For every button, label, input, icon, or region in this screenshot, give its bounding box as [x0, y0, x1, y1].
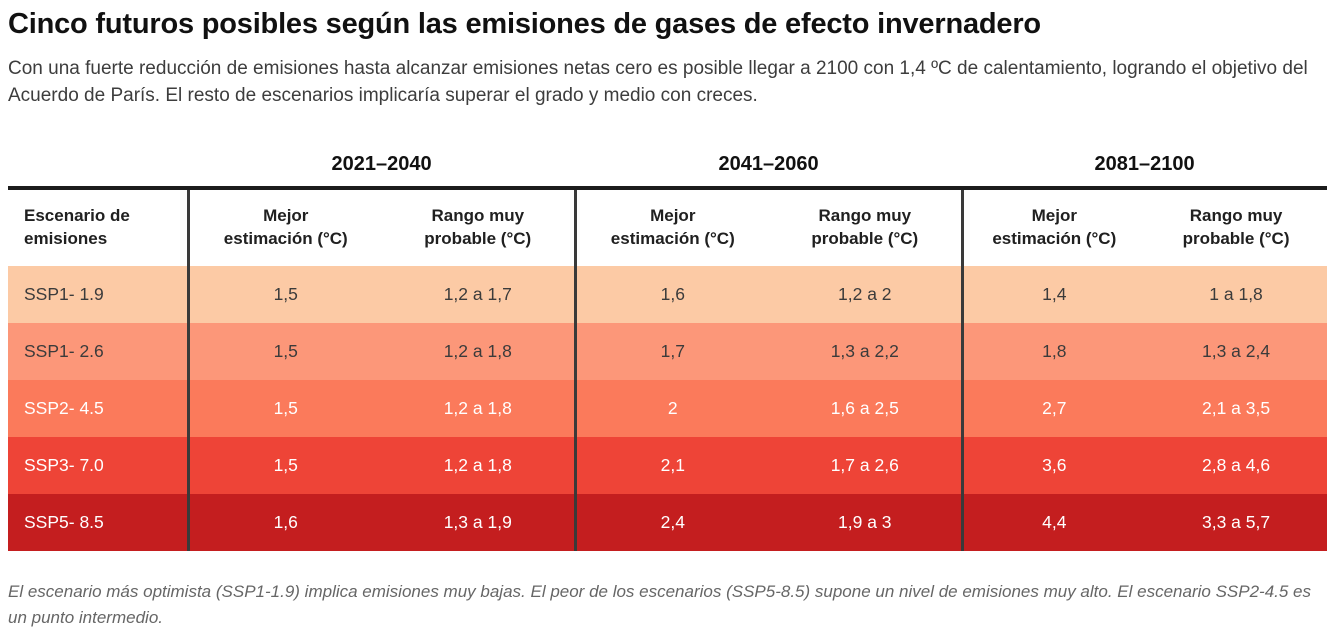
value-cell: 1,9 a 3 [838, 512, 892, 533]
scenario-label: SSP5- 8.5 [24, 512, 104, 533]
value-cell: 1,5 [186, 437, 382, 495]
value-cell: 1,3 a 1,9 [443, 512, 512, 533]
table-row-ssp1-19: SSP1- 1.9 1,5 1,2 a 1,7 1,6 1,2 a 2 1,4 … [8, 266, 1328, 324]
period-header-2021-2040: 2021–2040 [331, 153, 432, 176]
value-cell: 1,2 a 1,8 [443, 455, 512, 476]
table-row-ssp2-45: SSP2- 4.5 1,5 1,2 a 1,8 2 1,6 a 2,5 2,7 … [8, 380, 1328, 438]
column-header-scenario: Escenario de emisiones [8, 186, 188, 267]
scenario-label: SSP2- 4.5 [24, 398, 104, 419]
scenario-label: SSP1- 2.6 [24, 341, 104, 362]
value-cell: 1,7 a 2,6 [830, 455, 899, 476]
page-title: Cinco futuros posibles según las emision… [8, 8, 1041, 40]
period-header-2041-2060: 2041–2060 [718, 153, 819, 176]
column-header-range-1: Rango muy probable (°C) [382, 186, 576, 267]
column-header-range-3: Rango muy probable (°C) [1145, 186, 1328, 267]
value-cell: 2 [573, 380, 770, 438]
value-cell: 2,7 [960, 380, 1146, 438]
value-cell: 3,6 [960, 437, 1146, 495]
scenarios-table: 2021–2040 2041–2060 2081–2100 Escenario … [8, 134, 1328, 552]
column-header-range-2: Rango muy probable (°C) [769, 186, 963, 267]
value-cell: 1,8 [960, 323, 1146, 381]
column-header-best-1: Mejor estimación (°C) [186, 186, 382, 267]
value-cell: 1 a 1,8 [1209, 284, 1263, 305]
column-header-row: Escenario de emisiones Mejor estimación … [8, 186, 1328, 267]
value-cell: 1,7 [573, 323, 770, 381]
value-cell: 1,2 a 2 [838, 284, 892, 305]
column-header-best-2: Mejor estimación (°C) [573, 186, 770, 267]
column-header-best-3: Mejor estimación (°C) [960, 186, 1146, 267]
period-header-spacer [8, 134, 188, 188]
value-cell: 1,3 a 2,2 [830, 341, 899, 362]
value-cell: 1,5 [186, 266, 382, 324]
table-row-ssp5-85: SSP5- 8.5 1,6 1,3 a 1,9 2,4 1,9 a 3 4,4 … [8, 494, 1328, 552]
value-cell: 1,3 a 2,4 [1201, 341, 1271, 362]
value-cell: 4,4 [960, 494, 1146, 552]
value-cell: 1,5 [186, 380, 382, 438]
page-subtitle: Con una fuerte reducción de emisiones ha… [8, 58, 1308, 107]
value-cell: 1,2 a 1,8 [443, 341, 512, 362]
value-cell: 1,6 a 2,5 [830, 398, 899, 419]
value-cell: 2,1 a 3,5 [1201, 398, 1271, 419]
value-cell: 2,1 [573, 437, 770, 495]
value-cell: 2,8 a 4,6 [1201, 455, 1271, 476]
period-header-row: 2021–2040 2041–2060 2081–2100 [8, 134, 1327, 188]
table-row-ssp3-70: SSP3- 7.0 1,5 1,2 a 1,8 2,1 1,7 a 2,6 3,… [8, 437, 1328, 495]
scenario-label: SSP3- 7.0 [24, 455, 104, 476]
footnote: El escenario más optimista (SSP1-1.9) im… [8, 582, 1312, 627]
value-cell: 1,6 [186, 494, 382, 552]
period-header-2081-2100: 2081–2100 [1094, 153, 1195, 176]
scenario-label: SSP1- 1.9 [24, 284, 104, 305]
value-cell: 1,4 [960, 266, 1146, 324]
value-cell: 1,2 a 1,8 [443, 398, 512, 419]
table-row-ssp1-26: SSP1- 2.6 1,5 1,2 a 1,8 1,7 1,3 a 2,2 1,… [8, 323, 1328, 381]
value-cell: 1,2 a 1,7 [443, 284, 512, 305]
value-cell: 3,3 a 5,7 [1201, 512, 1271, 533]
value-cell: 1,6 [573, 266, 770, 324]
value-cell: 2,4 [573, 494, 770, 552]
value-cell: 1,5 [186, 323, 382, 381]
